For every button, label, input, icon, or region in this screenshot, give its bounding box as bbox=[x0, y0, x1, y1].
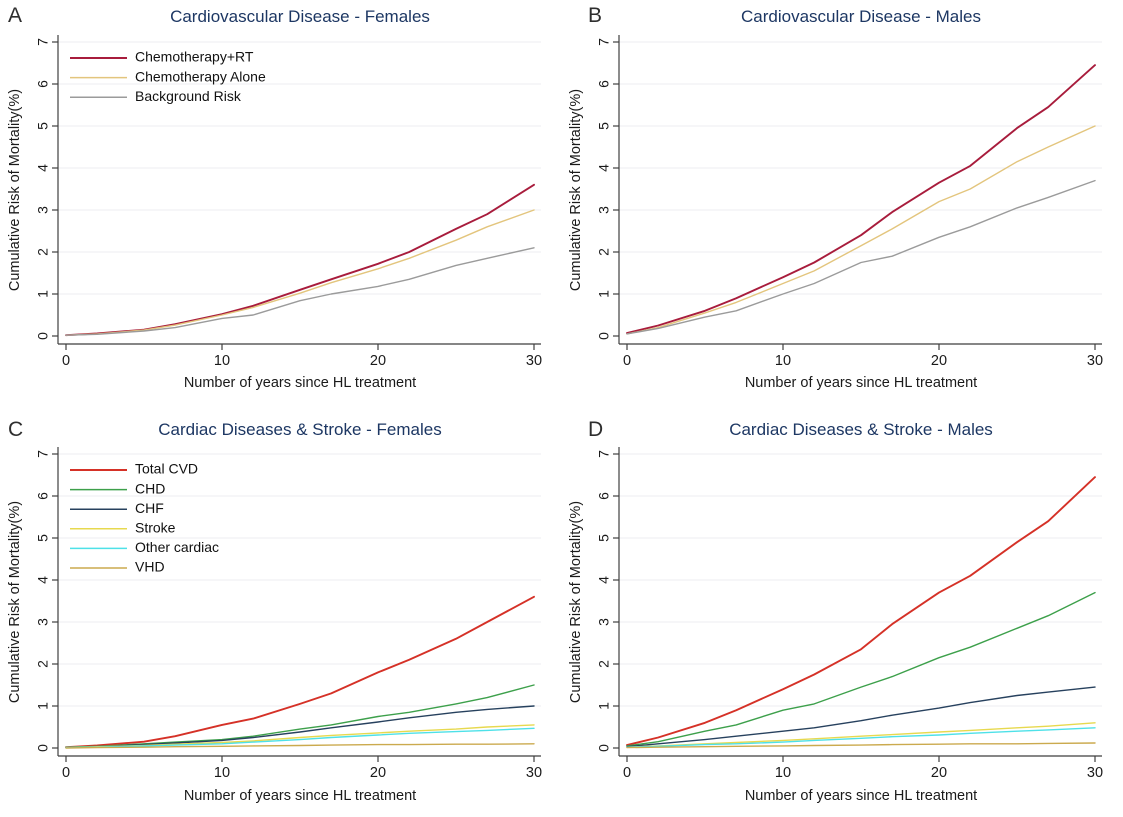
y-tick-label: 2 bbox=[596, 660, 612, 668]
series-line-chf bbox=[626, 686, 1096, 748]
legend-label-other-cardiac: Other cardiac bbox=[135, 539, 219, 555]
panel-d-x-axis-label: Number of years since HL treatment bbox=[744, 788, 978, 804]
panel-d-plot: 0 1 2 3 4 5 6 7 0 10 20 30 bbox=[596, 447, 1103, 781]
x-tick-label: 20 bbox=[931, 765, 947, 781]
y-tick-label: 3 bbox=[596, 206, 612, 214]
y-tick-label: 6 bbox=[35, 80, 51, 88]
y-tick-label: 1 bbox=[596, 702, 612, 710]
x-tick-label: 0 bbox=[623, 353, 631, 369]
legend-label-vhd: VHD bbox=[135, 559, 165, 575]
y-tick-label: 7 bbox=[35, 38, 51, 46]
x-tick-label: 10 bbox=[775, 765, 791, 781]
y-tick-label: 4 bbox=[35, 576, 51, 584]
panel-a-title: Cardiovascular Disease - Females bbox=[170, 7, 430, 26]
legend-label-chd: CHD bbox=[135, 480, 165, 496]
series-line-total-cvd bbox=[626, 476, 1096, 747]
y-tick-label: 2 bbox=[35, 660, 51, 668]
series-line-chemotherapy-alone bbox=[65, 209, 535, 336]
panel-d-cardiac-stroke-males: D Cardiac Diseases & Stroke - Males Cumu… bbox=[561, 405, 1123, 811]
x-tick-label: 20 bbox=[370, 353, 386, 369]
panel-b-plot: 0 1 2 3 4 5 6 7 0 10 20 30 bbox=[596, 35, 1103, 369]
panel-c-plot: 0 1 2 3 4 5 6 7 0 10 20 30 Total CVD CHD CHF Stroke Othe… bbox=[35, 447, 542, 781]
panel-b-x-axis-label: Number of years since HL treatment bbox=[744, 375, 978, 391]
legend-label-chemotherapy-alone: Chemotherapy Alone bbox=[135, 68, 266, 84]
series-line-other-cardiac bbox=[626, 727, 1096, 748]
y-tick-label: 4 bbox=[35, 164, 51, 172]
x-tick-label: 0 bbox=[623, 765, 631, 781]
y-tick-label: 7 bbox=[35, 450, 51, 458]
series-line-chemotherapy-alone bbox=[626, 125, 1096, 335]
y-tick-label: 7 bbox=[596, 38, 612, 46]
y-tick-label: 5 bbox=[596, 534, 612, 542]
series-line-other-cardiac bbox=[65, 727, 535, 749]
panel-b-title: Cardiovascular Disease - Males bbox=[741, 7, 981, 26]
legend-label-chemotherapy-rt: Chemotherapy+RT bbox=[135, 49, 254, 65]
x-tick-label: 30 bbox=[1087, 353, 1103, 369]
y-tick-label: 3 bbox=[35, 206, 51, 214]
y-tick-label: 5 bbox=[35, 534, 51, 542]
y-tick-label: 0 bbox=[35, 332, 51, 340]
y-tick-label: 5 bbox=[35, 122, 51, 130]
y-tick-label: 4 bbox=[596, 576, 612, 584]
series-line-chd bbox=[65, 684, 535, 748]
y-tick-label: 1 bbox=[35, 290, 51, 298]
x-tick-label: 30 bbox=[526, 353, 542, 369]
x-tick-label: 20 bbox=[931, 353, 947, 369]
x-tick-label: 30 bbox=[1087, 765, 1103, 781]
y-tick-label: 0 bbox=[596, 744, 612, 752]
legend-label-chf: CHF bbox=[135, 500, 164, 516]
series-line-vhd bbox=[626, 742, 1096, 749]
y-tick-label: 2 bbox=[596, 248, 612, 256]
series-line-stroke bbox=[626, 722, 1096, 748]
series-line-background-risk bbox=[626, 179, 1096, 335]
y-tick-label: 0 bbox=[35, 744, 51, 752]
legend-label-total-cvd: Total CVD bbox=[135, 461, 198, 477]
panel-a-x-axis-label: Number of years since HL treatment bbox=[183, 375, 417, 391]
y-tick-label: 7 bbox=[596, 450, 612, 458]
panel-letter-b: B bbox=[588, 4, 603, 27]
y-tick-label: 4 bbox=[596, 164, 612, 172]
series-line-total-cvd bbox=[65, 595, 535, 749]
x-tick-label: 0 bbox=[62, 353, 70, 369]
panel-letter-c: C bbox=[8, 418, 24, 441]
y-tick-label: 5 bbox=[596, 122, 612, 130]
panel-letter-d: D bbox=[588, 418, 604, 441]
x-tick-label: 30 bbox=[526, 765, 542, 781]
y-tick-label: 3 bbox=[35, 618, 51, 626]
y-tick-label: 0 bbox=[596, 332, 612, 340]
y-tick-label: 6 bbox=[35, 492, 51, 500]
series-line-chemotherapy-rt bbox=[626, 64, 1096, 335]
panel-letter-a: A bbox=[8, 4, 23, 27]
y-tick-label: 1 bbox=[35, 702, 51, 710]
panel-c-cardiac-stroke-females: C Cardiac Diseases & Stroke - Females Cu… bbox=[0, 405, 561, 811]
panel-a-cvd-females: A Cardiovascular Disease - Females Cumul… bbox=[0, 0, 561, 405]
panel-c-x-axis-label: Number of years since HL treatment bbox=[183, 788, 417, 804]
y-tick-label: 6 bbox=[596, 492, 612, 500]
legend-label-background-risk: Background Risk bbox=[135, 88, 242, 104]
x-tick-label: 0 bbox=[62, 765, 70, 781]
y-tick-label: 3 bbox=[596, 618, 612, 626]
legend-label-stroke: Stroke bbox=[135, 520, 176, 536]
series-line-chemotherapy-rt bbox=[65, 183, 535, 337]
y-tick-label: 6 bbox=[596, 80, 612, 88]
panel-c-title: Cardiac Diseases & Stroke - Females bbox=[158, 420, 442, 439]
series-line-chf bbox=[65, 705, 535, 749]
x-tick-label: 10 bbox=[214, 765, 230, 781]
panel-b-cvd-males: B Cardiovascular Disease - Males Cumulat… bbox=[561, 0, 1123, 405]
x-tick-label: 20 bbox=[370, 765, 386, 781]
series-line-chd bbox=[626, 591, 1096, 747]
panel-d-title: Cardiac Diseases & Stroke - Males bbox=[729, 420, 993, 439]
x-tick-label: 10 bbox=[214, 353, 230, 369]
series-line-vhd bbox=[65, 743, 535, 749]
y-tick-label: 2 bbox=[35, 248, 51, 256]
series-line-background-risk bbox=[65, 247, 535, 336]
y-tick-label: 1 bbox=[596, 290, 612, 298]
panel-a-plot: 0 1 2 3 4 5 6 7 0 10 20 30 Chemotherapy+RT Chemothera… bbox=[35, 35, 542, 369]
x-tick-label: 10 bbox=[775, 353, 791, 369]
